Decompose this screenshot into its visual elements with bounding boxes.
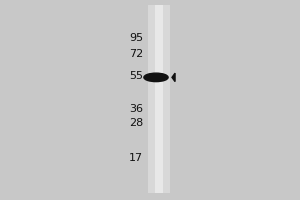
Text: 72: 72: [129, 49, 143, 59]
Text: MDA-MB231: MDA-MB231: [131, 0, 207, 1]
Ellipse shape: [144, 73, 168, 82]
Polygon shape: [172, 73, 175, 82]
Text: 95: 95: [129, 33, 143, 43]
Text: 28: 28: [129, 117, 143, 128]
Text: 55: 55: [129, 71, 143, 81]
Bar: [148, 5, 170, 193]
Text: 17: 17: [129, 153, 143, 163]
Bar: [154, 5, 164, 193]
Text: 36: 36: [129, 104, 143, 114]
